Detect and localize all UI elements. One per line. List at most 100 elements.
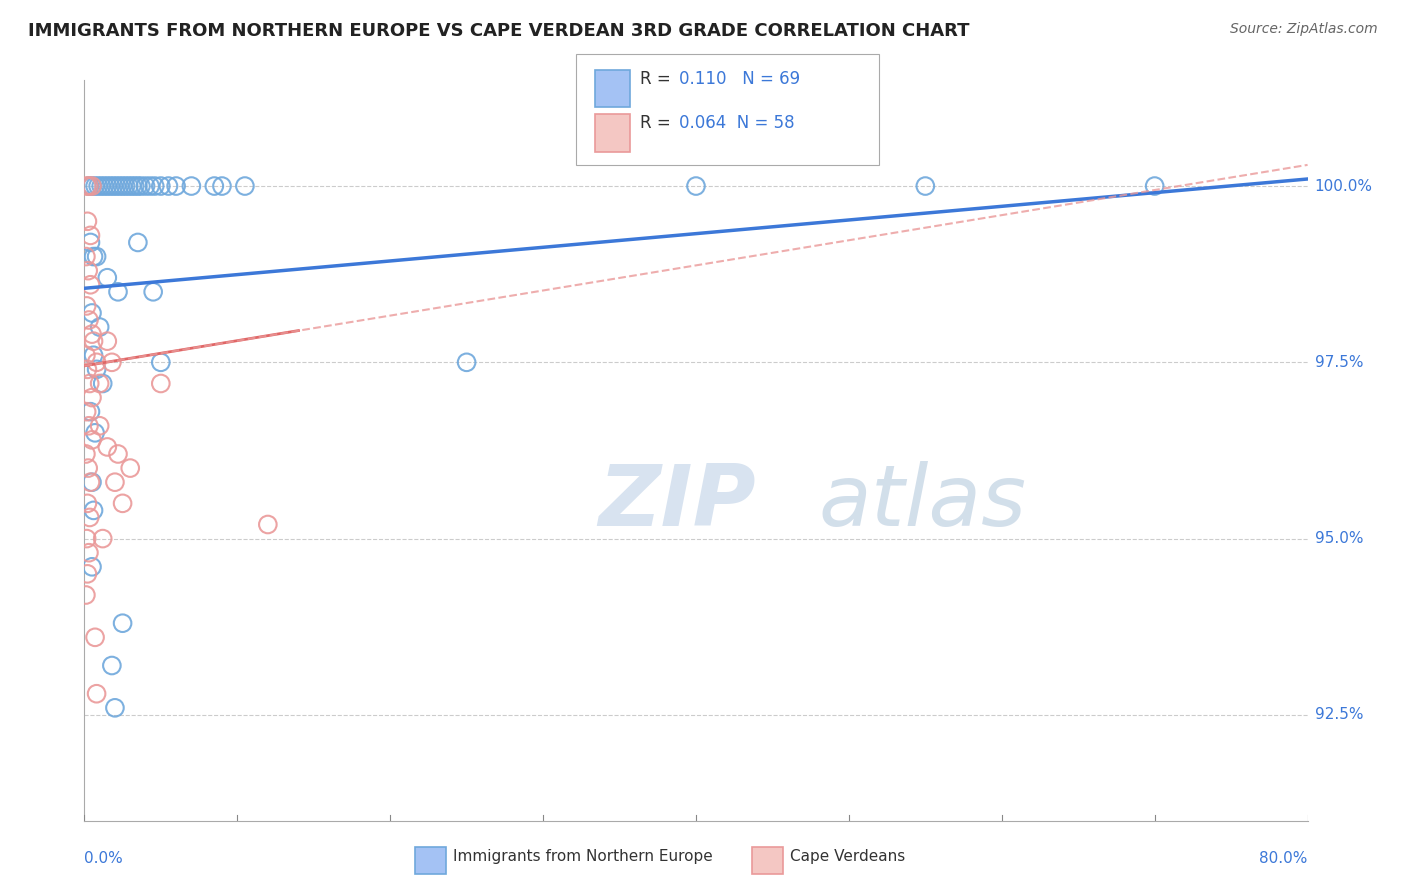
- Point: [89, 376, 111, 391]
- Point: [91, 376, 114, 391]
- Point: [233, 179, 256, 194]
- Point: [165, 179, 187, 194]
- Text: R =: R =: [640, 114, 676, 132]
- Point: [86, 250, 108, 264]
- Point: [124, 179, 146, 194]
- Point: [79, 235, 101, 250]
- Text: IMMIGRANTS FROM NORTHERN EUROPE VS CAPE VERDEAN 3RD GRADE CORRELATION CHART: IMMIGRANTS FROM NORTHERN EUROPE VS CAPE …: [28, 22, 970, 40]
- Point: [101, 355, 124, 369]
- Point: [75, 250, 97, 264]
- Text: Source: ZipAtlas.com: Source: ZipAtlas.com: [1230, 22, 1378, 37]
- Point: [96, 179, 118, 194]
- Text: 100.0%: 100.0%: [1315, 178, 1372, 194]
- Point: [685, 179, 707, 194]
- Text: 0.064  N = 58: 0.064 N = 58: [679, 114, 794, 132]
- Point: [77, 263, 100, 277]
- Point: [103, 179, 125, 194]
- Point: [91, 532, 114, 546]
- Point: [104, 701, 127, 715]
- Point: [149, 376, 172, 391]
- Point: [149, 355, 172, 369]
- Point: [80, 391, 103, 405]
- Point: [111, 616, 134, 631]
- Point: [107, 285, 129, 299]
- Point: [83, 503, 105, 517]
- Point: [77, 179, 100, 194]
- Text: 0.110   N = 69: 0.110 N = 69: [679, 70, 800, 87]
- Text: 80.0%: 80.0%: [1260, 851, 1308, 866]
- Point: [83, 348, 105, 362]
- Point: [101, 658, 124, 673]
- Point: [118, 179, 141, 194]
- Point: [77, 546, 100, 560]
- Point: [86, 362, 108, 376]
- Text: ZIP: ZIP: [598, 461, 756, 544]
- Point: [114, 179, 136, 194]
- Point: [111, 496, 134, 510]
- Point: [96, 440, 118, 454]
- Point: [87, 179, 110, 194]
- Point: [86, 355, 108, 369]
- Text: Cape Verdeans: Cape Verdeans: [790, 849, 905, 864]
- Point: [79, 405, 101, 419]
- Point: [80, 179, 103, 194]
- Point: [98, 179, 121, 194]
- Point: [96, 270, 118, 285]
- Point: [80, 433, 103, 447]
- Point: [456, 355, 478, 369]
- Text: 0.0%: 0.0%: [84, 851, 124, 866]
- Point: [77, 461, 100, 475]
- Point: [76, 214, 98, 228]
- Point: [79, 510, 101, 524]
- Point: [914, 179, 936, 194]
- Point: [129, 179, 152, 194]
- Point: [90, 179, 112, 194]
- Point: [83, 334, 105, 348]
- Point: [127, 235, 149, 250]
- Point: [108, 179, 131, 194]
- Point: [79, 475, 101, 490]
- Point: [76, 362, 98, 376]
- Point: [79, 228, 101, 243]
- Point: [86, 687, 108, 701]
- Point: [79, 376, 101, 391]
- Point: [111, 179, 134, 194]
- Point: [79, 277, 101, 292]
- Point: [139, 179, 162, 194]
- Point: [75, 588, 97, 602]
- Point: [80, 179, 103, 194]
- Point: [76, 496, 98, 510]
- Point: [84, 425, 107, 440]
- Point: [77, 418, 100, 433]
- Point: [77, 179, 100, 194]
- Point: [127, 179, 149, 194]
- Point: [89, 418, 111, 433]
- Point: [211, 179, 233, 194]
- Point: [96, 334, 118, 348]
- Point: [104, 475, 127, 490]
- Point: [83, 250, 105, 264]
- Point: [80, 327, 103, 342]
- Point: [76, 405, 98, 419]
- Text: 92.5%: 92.5%: [1315, 707, 1362, 723]
- Text: R =: R =: [640, 70, 676, 87]
- Point: [93, 179, 115, 194]
- Point: [1143, 179, 1166, 194]
- Point: [135, 179, 157, 194]
- Point: [142, 285, 165, 299]
- Point: [257, 517, 280, 532]
- Point: [80, 475, 103, 490]
- Point: [76, 179, 98, 194]
- Text: 97.5%: 97.5%: [1315, 355, 1362, 370]
- Point: [121, 179, 143, 194]
- Point: [143, 179, 166, 194]
- Point: [77, 313, 100, 327]
- Point: [157, 179, 180, 194]
- Point: [84, 179, 107, 194]
- Point: [120, 461, 142, 475]
- Point: [76, 299, 98, 313]
- Point: [76, 566, 98, 581]
- Point: [76, 532, 98, 546]
- Point: [80, 559, 103, 574]
- Point: [80, 306, 103, 320]
